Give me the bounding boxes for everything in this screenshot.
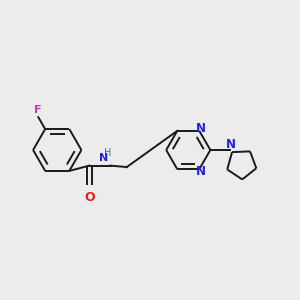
Text: N: N [99, 153, 108, 163]
Text: N: N [196, 122, 206, 135]
Text: H: H [104, 148, 111, 158]
Text: O: O [84, 191, 95, 204]
Text: F: F [34, 105, 42, 115]
Text: N: N [226, 138, 236, 151]
Text: N: N [196, 165, 206, 178]
